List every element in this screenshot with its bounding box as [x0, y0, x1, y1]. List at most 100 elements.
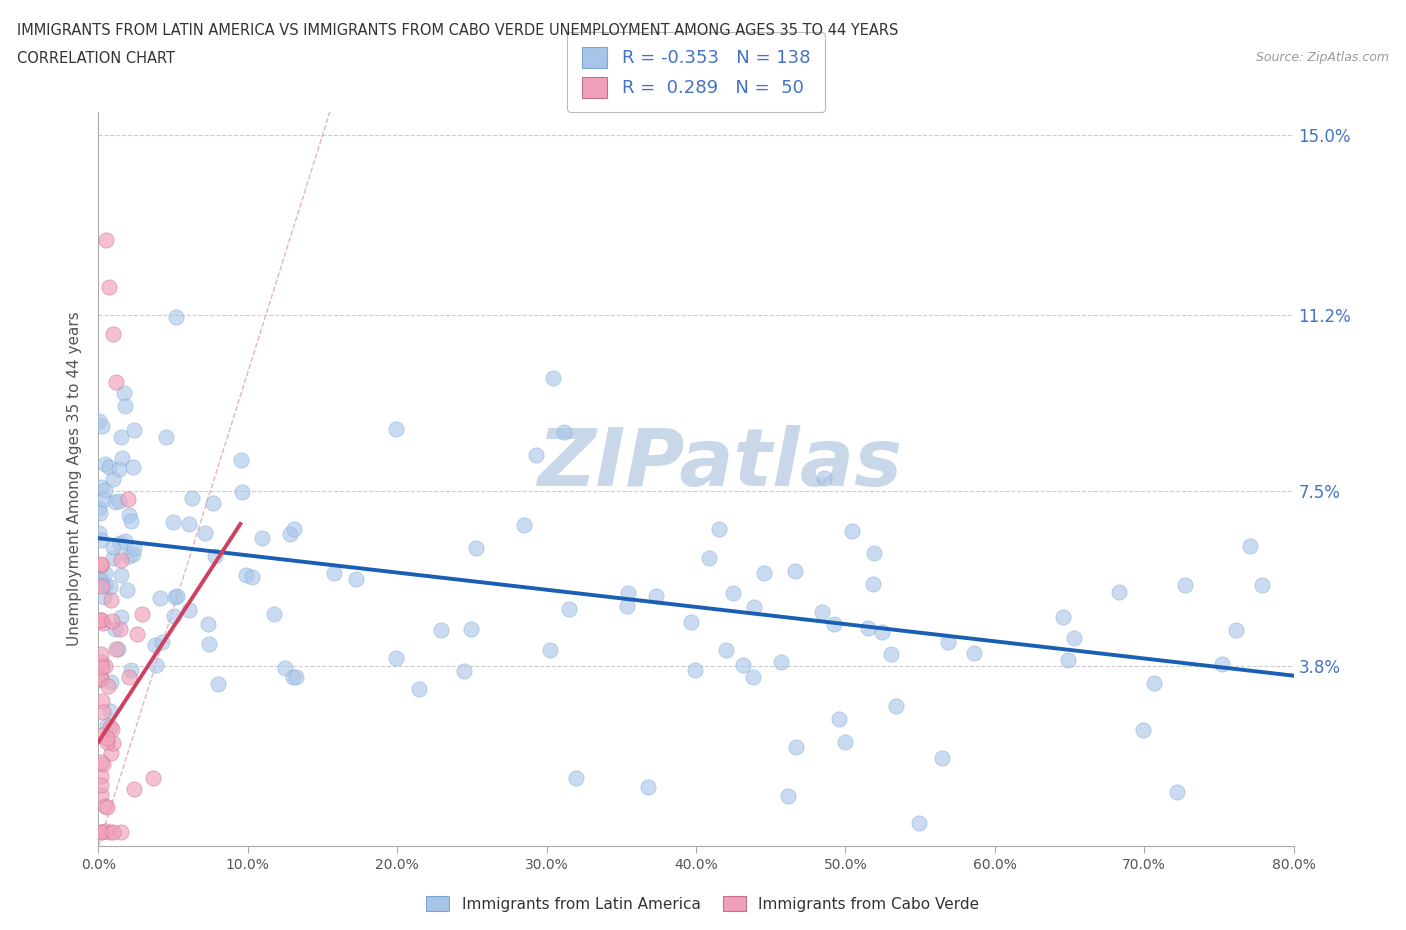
Point: [194, 525, 217, 540]
Point: [813, 471, 835, 485]
Legend: Immigrants from Latin America, Immigrants from Cabo Verde: Immigrants from Latin America, Immigrant…: [420, 889, 986, 918]
Point: [120, 662, 142, 677]
Point: [617, 586, 640, 601]
Point: [96, 735, 118, 750]
Point: [197, 617, 219, 631]
Point: [207, 677, 229, 692]
Point: [240, 569, 263, 584]
Point: [101, 825, 124, 840]
Point: [101, 472, 124, 486]
Point: [281, 669, 304, 684]
Point: [118, 670, 141, 684]
Point: [93, 590, 115, 604]
Point: [108, 462, 131, 477]
Point: [115, 582, 138, 597]
Point: [94, 658, 117, 673]
Point: [1239, 538, 1261, 553]
Point: [90, 825, 112, 840]
Point: [1108, 585, 1130, 600]
Point: [101, 736, 124, 751]
Point: [122, 540, 145, 555]
Point: [637, 779, 659, 794]
Point: [90, 659, 112, 674]
Point: [880, 646, 903, 661]
Point: [93, 823, 115, 838]
Point: [94, 483, 117, 498]
Point: [90, 613, 112, 628]
Point: [250, 531, 273, 546]
Point: [1166, 784, 1188, 799]
Text: CORRELATION CHART: CORRELATION CHART: [17, 51, 174, 66]
Text: ZIPatlas: ZIPatlas: [537, 425, 903, 503]
Point: [101, 614, 124, 629]
Point: [98, 825, 121, 840]
Point: [464, 540, 486, 555]
Point: [96, 730, 118, 745]
Point: [741, 670, 763, 684]
Point: [127, 627, 149, 642]
Point: [90, 671, 112, 685]
Point: [283, 522, 305, 537]
Point: [460, 621, 482, 636]
Point: [155, 430, 177, 445]
Point: [100, 592, 122, 607]
Point: [714, 642, 737, 657]
Point: [177, 517, 200, 532]
Point: [285, 670, 308, 684]
Point: [90, 755, 112, 770]
Point: [122, 547, 145, 562]
Point: [931, 751, 953, 765]
Point: [870, 625, 893, 640]
Point: [645, 589, 668, 604]
Point: [385, 651, 408, 666]
Point: [90, 613, 112, 628]
Point: [122, 782, 145, 797]
Point: [90, 557, 112, 572]
Point: [733, 658, 755, 672]
Point: [97, 679, 120, 694]
Point: [131, 607, 153, 622]
Point: [564, 770, 586, 785]
Point: [231, 453, 253, 468]
Point: [120, 513, 142, 528]
Point: [93, 491, 115, 506]
Point: [1132, 723, 1154, 737]
Point: [90, 671, 112, 686]
Point: [91, 694, 114, 709]
Point: [263, 606, 285, 621]
Point: [103, 327, 125, 342]
Point: [110, 430, 132, 445]
Point: [97, 280, 120, 295]
Point: [538, 642, 561, 657]
Point: [165, 589, 187, 604]
Point: [101, 722, 124, 737]
Point: [776, 789, 799, 804]
Point: [1250, 578, 1272, 592]
Point: [181, 490, 204, 505]
Point: [98, 579, 121, 594]
Point: [90, 646, 112, 661]
Point: [101, 539, 124, 554]
Point: [198, 637, 221, 652]
Point: [90, 532, 112, 547]
Point: [89, 506, 111, 521]
Point: [100, 675, 122, 690]
Point: [110, 552, 132, 567]
Point: [858, 620, 880, 635]
Point: [1174, 578, 1197, 592]
Point: [177, 603, 200, 618]
Point: [90, 727, 112, 742]
Point: [110, 621, 132, 636]
Text: IMMIGRANTS FROM LATIN AMERICA VS IMMIGRANTS FROM CABO VERDE UNEMPLOYMENT AMONG A: IMMIGRANTS FROM LATIN AMERICA VS IMMIGRA…: [17, 23, 898, 38]
Point: [721, 585, 744, 600]
Point: [90, 788, 112, 803]
Point: [1225, 622, 1247, 637]
Point: [278, 526, 301, 541]
Point: [785, 739, 807, 754]
Point: [104, 621, 127, 636]
Point: [862, 577, 884, 591]
Point: [165, 309, 187, 324]
Y-axis label: Unemployment Among Ages 35 to 44 years: Unemployment Among Ages 35 to 44 years: [67, 312, 83, 646]
Point: [96, 717, 118, 732]
Point: [104, 495, 127, 510]
